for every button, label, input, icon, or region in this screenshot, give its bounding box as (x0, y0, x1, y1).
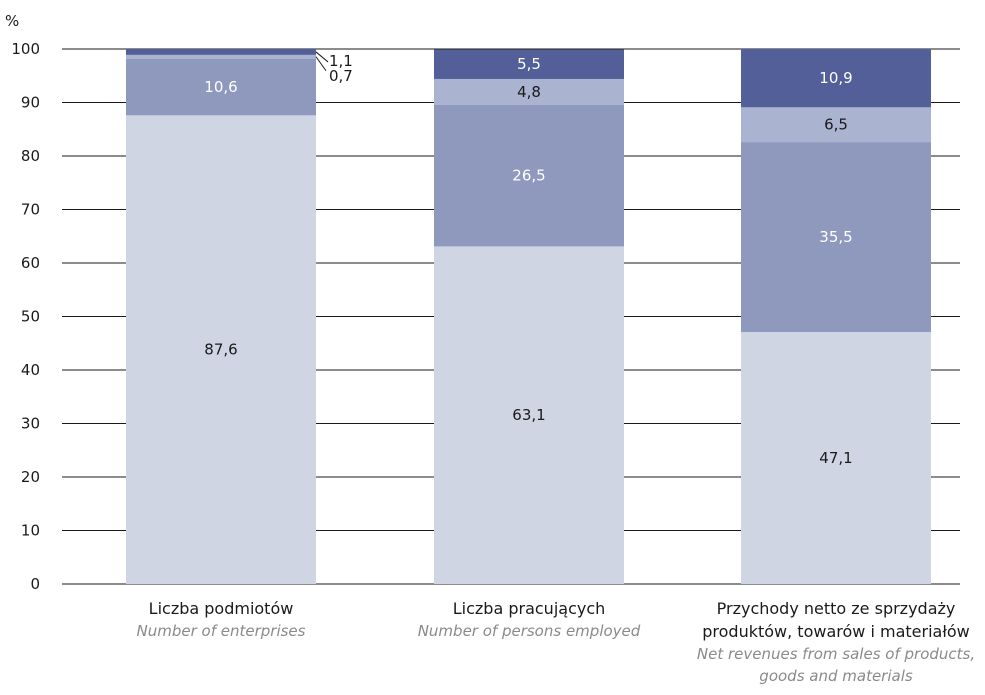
leader-line (315, 56, 327, 72)
bar-segment (434, 104, 624, 247)
y-tick-label: 50 (21, 308, 40, 326)
data-label: 4,8 (517, 83, 541, 101)
bars (126, 49, 931, 585)
bar-segment (434, 246, 624, 585)
y-tick-label: 80 (21, 147, 40, 165)
category-label-en: goods and materials (759, 667, 913, 685)
category-labels: Liczba podmiotów Number of enterprises Lic… (137, 599, 976, 685)
leader-line (315, 51, 329, 63)
data-label: 63,1 (512, 406, 545, 424)
bar-segment (434, 78, 624, 105)
data-label: 6,5 (824, 116, 848, 134)
bar-segment (741, 49, 931, 108)
data-label: 35,5 (819, 228, 852, 246)
data-label: 1,1 (329, 52, 353, 70)
bar-segment (126, 115, 316, 584)
bar-segment (741, 142, 931, 333)
bar-segment (126, 49, 316, 55)
data-label: 47,1 (819, 449, 852, 467)
category-label-en: Number of enterprises (137, 622, 306, 640)
y-axis-unit: % (5, 12, 19, 30)
data-label: 5,5 (517, 55, 541, 73)
category-label: produktów, towarów i materiałów (702, 622, 969, 641)
category-label: Liczba pracujących (453, 599, 606, 618)
data-label: 10,9 (819, 69, 852, 87)
category-label: Przychody netto ze sprzydaży (717, 599, 956, 618)
category-label-en: Number of persons employed (418, 622, 641, 640)
bar-segment (126, 54, 316, 59)
y-tick-label: 30 (21, 415, 40, 433)
bar-segment (126, 58, 316, 116)
y-tick-label: 90 (21, 94, 40, 112)
y-tick-label: 10 (21, 522, 40, 540)
data-label: 10,6 (204, 78, 237, 96)
data-label: 26,5 (512, 167, 545, 185)
bar-segment (434, 49, 624, 79)
data-label: 87,6 (204, 341, 237, 359)
bar-segment (741, 107, 931, 143)
data-labels: 87,6 10,6 1,10,7 63,1 26,5 4,8 5,5 47,1 35,5 6,5 1… (204, 51, 853, 467)
category-label: Liczba podmiotów (149, 599, 294, 618)
y-tick-label: 20 (21, 468, 40, 486)
data-label: 0,7 (329, 67, 353, 85)
category-label-en: Net revenues from sales of products, (697, 645, 975, 663)
y-tick-label: 70 (21, 201, 40, 219)
bar-segment (741, 332, 931, 584)
y-tick-label: 0 (30, 575, 40, 593)
y-tick-label: 40 (21, 361, 40, 379)
y-tick-label: 60 (21, 254, 40, 272)
y-tick-label: 100 (11, 40, 40, 58)
